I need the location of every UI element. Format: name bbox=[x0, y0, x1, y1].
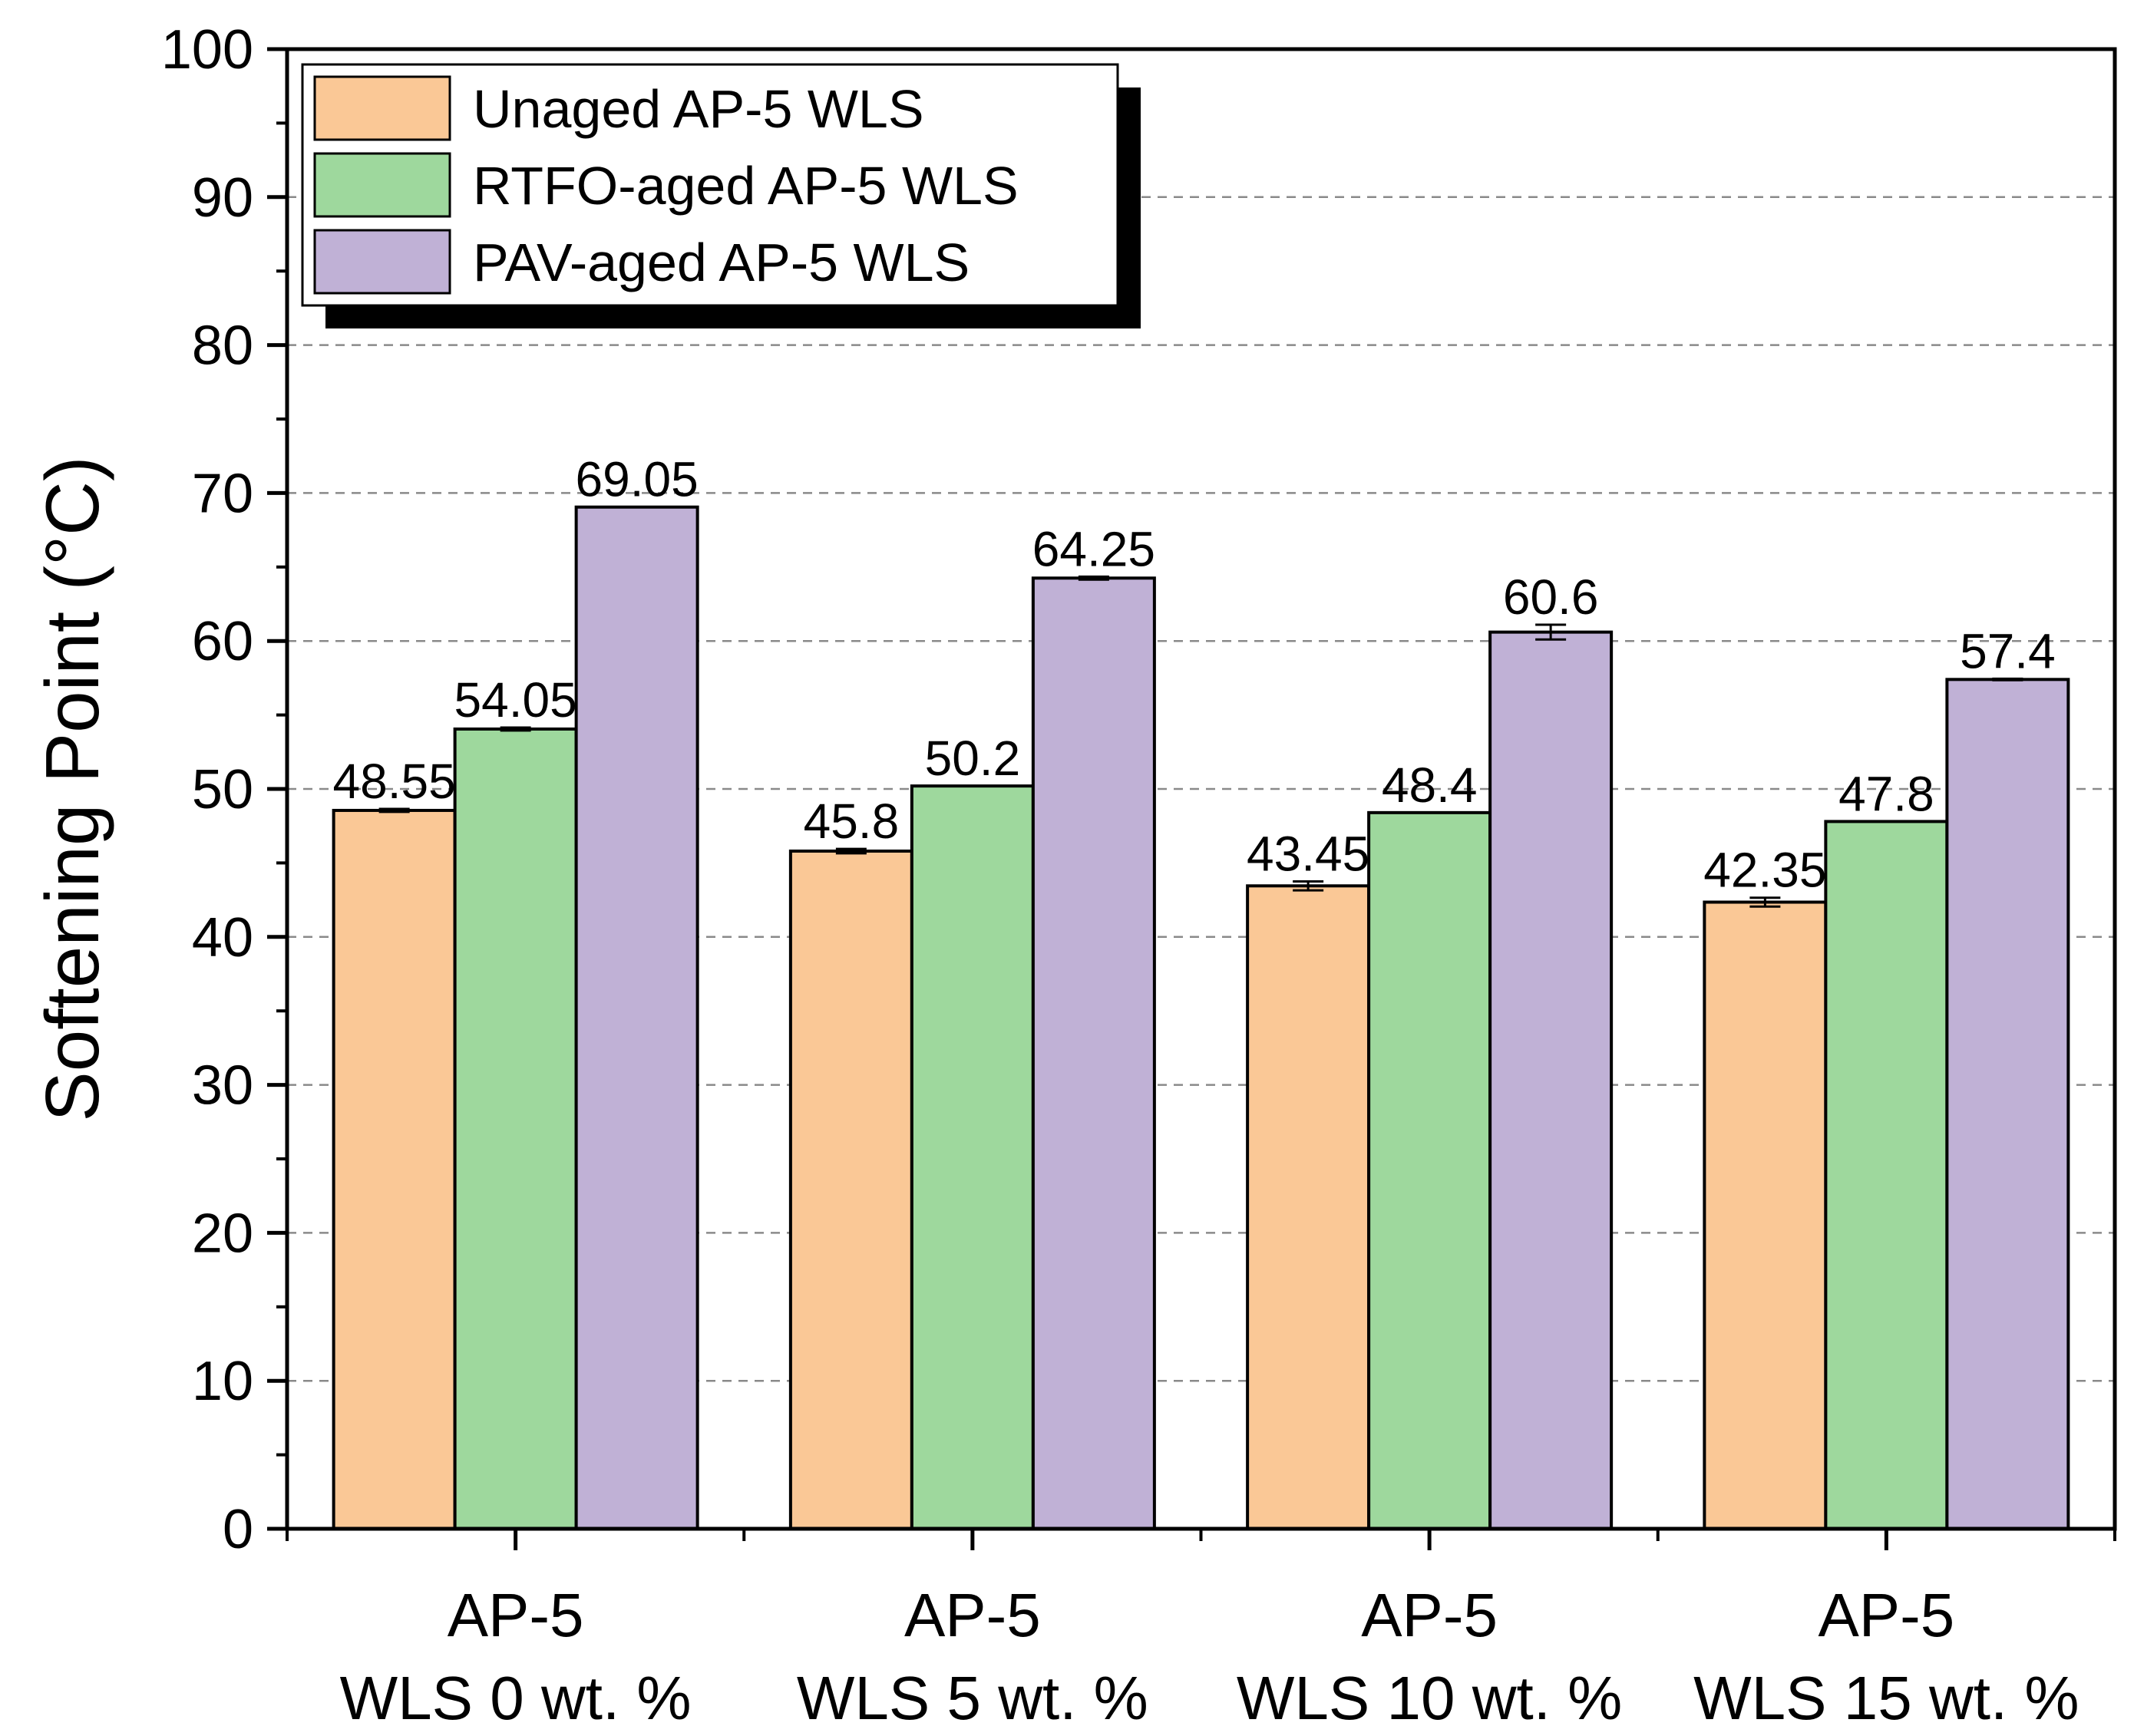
y-tick-label: 20 bbox=[192, 1203, 253, 1264]
error-bar bbox=[1749, 896, 1781, 908]
y-tick-label: 60 bbox=[192, 611, 253, 672]
data-label: 43.45 bbox=[1247, 827, 1369, 882]
data-label: 69.05 bbox=[576, 452, 699, 507]
bar bbox=[1367, 810, 1492, 1530]
data-label: 54.05 bbox=[454, 672, 577, 728]
x-category-label-line2: WLS 15 wt. % bbox=[1693, 1664, 2079, 1732]
bar bbox=[332, 808, 457, 1531]
y-tick-label: 40 bbox=[192, 907, 253, 969]
x-category-label-line1: AP-5 bbox=[448, 1581, 584, 1649]
x-category-label-line2: WLS 10 wt. % bbox=[1237, 1664, 1622, 1732]
bar bbox=[910, 784, 1035, 1531]
bar bbox=[1824, 820, 1949, 1530]
legend-label: PAV-aged AP-5 WLS bbox=[473, 233, 970, 292]
bar bbox=[453, 727, 578, 1530]
y-tick-label: 80 bbox=[192, 315, 253, 377]
data-labels: 48.55 45.8 43.45 42.35 54.05 50.2 48.4 47.8 69.0… bbox=[333, 452, 2056, 898]
x-category-label-line1: AP-5 bbox=[1361, 1581, 1498, 1649]
legend: Unaged AP-5 WLS RTFO-aged AP-5 WLS PAV-age… bbox=[301, 63, 1141, 328]
legend-label: RTFO-aged AP-5 WLS bbox=[473, 156, 1019, 216]
error-bar bbox=[378, 807, 410, 814]
error-bar bbox=[1992, 677, 2023, 682]
y-tick-label: 100 bbox=[161, 19, 253, 81]
y-tick-label: 50 bbox=[192, 759, 253, 820]
x-category-label-line2: WLS 5 wt. % bbox=[797, 1664, 1148, 1732]
y-tick-label: 10 bbox=[192, 1351, 253, 1412]
x-category-label-line1: AP-5 bbox=[904, 1581, 1041, 1649]
legend-swatch bbox=[313, 75, 451, 141]
y-tick-label: 0 bbox=[223, 1499, 253, 1560]
error-bar bbox=[1293, 880, 1324, 892]
bar bbox=[1945, 678, 2070, 1530]
data-label: 57.4 bbox=[1960, 623, 2056, 678]
data-label: 48.4 bbox=[1382, 757, 1478, 813]
axes: 0 10 20 30 40 50 60 70 80 90 100 AP-5 WLS 0 wt. % AP-… bbox=[30, 19, 2117, 1732]
bar bbox=[1246, 884, 1371, 1531]
data-label: 60.6 bbox=[1503, 569, 1599, 625]
y-axis-label: Softening Point (°C) bbox=[30, 456, 114, 1121]
data-label: 47.8 bbox=[1838, 766, 1934, 821]
bar bbox=[788, 849, 913, 1530]
bars bbox=[332, 505, 2070, 1531]
bar bbox=[574, 505, 699, 1531]
data-label: 42.35 bbox=[1703, 843, 1826, 898]
data-label: 64.25 bbox=[1032, 521, 1155, 576]
y-tick-label: 70 bbox=[192, 463, 253, 524]
legend-label: Unaged AP-5 WLS bbox=[473, 79, 924, 139]
data-label: 45.8 bbox=[804, 794, 900, 849]
data-label: 50.2 bbox=[925, 731, 1021, 786]
error-bar bbox=[835, 847, 867, 855]
data-label: 48.55 bbox=[333, 754, 456, 809]
legend-swatch bbox=[313, 229, 451, 295]
x-category-label-line1: AP-5 bbox=[1818, 1581, 1954, 1649]
y-tick-label: 30 bbox=[192, 1055, 253, 1117]
error-bar bbox=[500, 726, 531, 732]
y-tick-label: 90 bbox=[192, 167, 253, 229]
bar bbox=[1488, 630, 1614, 1531]
bar bbox=[1703, 900, 1828, 1530]
error-bar bbox=[1535, 623, 1567, 641]
x-category-label-line2: WLS 0 wt. % bbox=[340, 1664, 692, 1732]
error-bar bbox=[1078, 575, 1109, 581]
bar bbox=[1031, 576, 1156, 1530]
legend-swatch bbox=[313, 152, 451, 218]
